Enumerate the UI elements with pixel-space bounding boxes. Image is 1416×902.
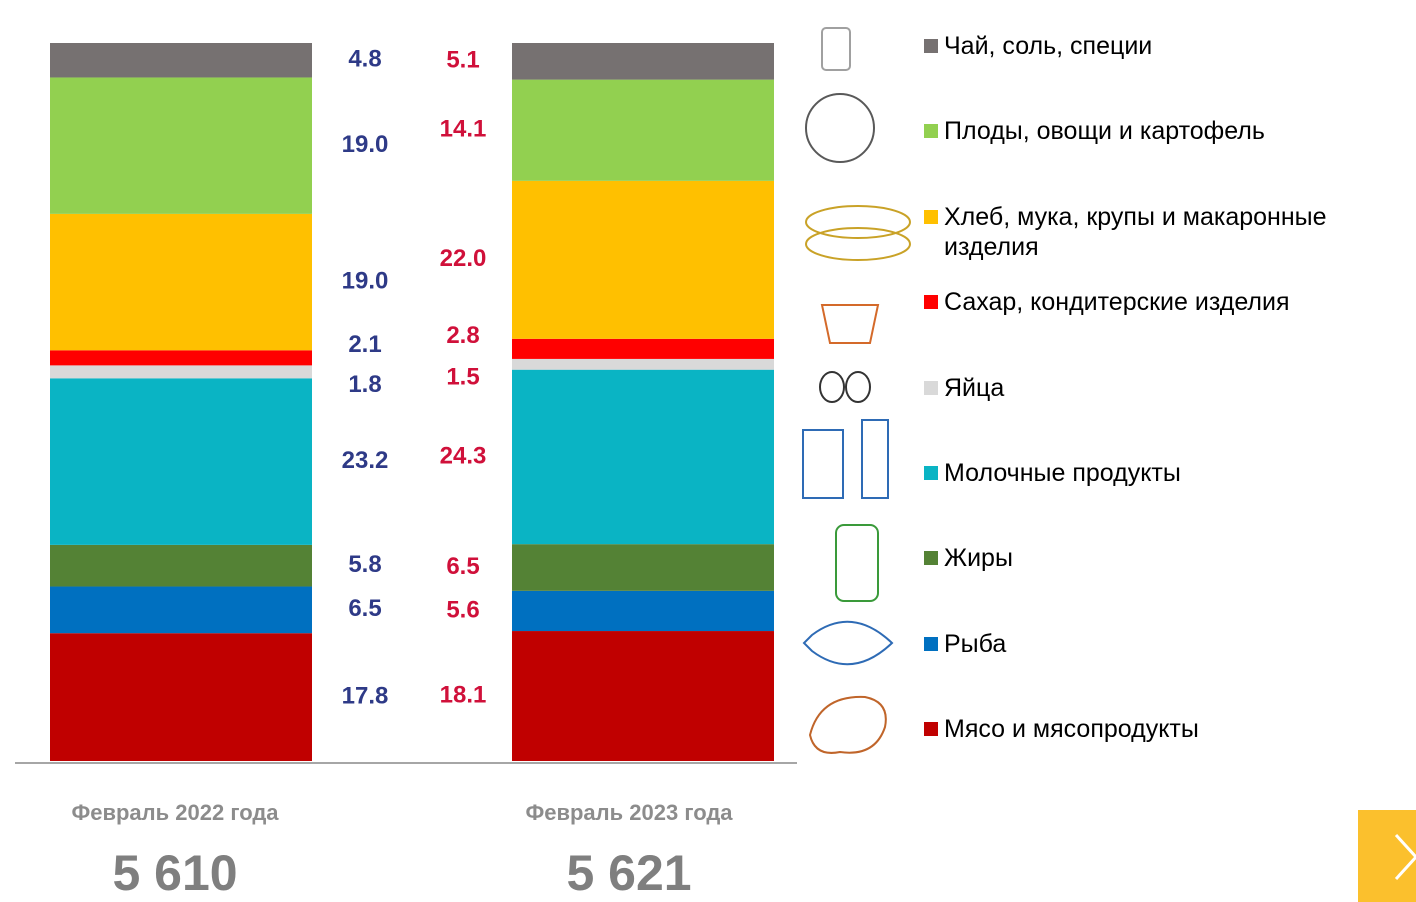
bar-segment: [50, 43, 312, 78]
value-label: 24.3: [440, 442, 487, 469]
legend-swatch: [924, 209, 938, 224]
bar-segment: [512, 631, 774, 761]
legend-label: Молочные продукты: [944, 459, 1181, 487]
bar-segment: [50, 586, 312, 634]
legend-label: Яйца: [944, 373, 1005, 402]
value-label: 2.1: [348, 331, 381, 358]
bar-segment: [512, 369, 774, 545]
legend-item: Плоды, овощи и картофель: [924, 116, 1404, 146]
icon-cake: [820, 304, 880, 344]
value-label: 4.8: [348, 46, 381, 73]
legend-item: Яйца: [924, 373, 1404, 403]
value-label: 14.1: [440, 116, 487, 143]
legend-label: Сахар, кондитерские изделия: [944, 288, 1290, 317]
value-label: 19.0: [342, 267, 389, 294]
legend-label: Хлеб, мука, крупы и макаронные изделия: [944, 202, 1327, 261]
value-label: 17.8: [342, 682, 389, 709]
legend-swatch: [924, 39, 938, 53]
legend-label: Плоды, овощи и картофель: [944, 117, 1265, 146]
legend-item: Чай, соль, специи: [924, 31, 1404, 61]
legend-swatch: [924, 380, 938, 395]
total-label: 5 621: [566, 845, 691, 901]
category-label: Февраль 2023 года: [525, 800, 733, 825]
icon-cup: [821, 27, 851, 71]
bar-segment: [512, 43, 774, 80]
value-label: 5.1: [446, 47, 479, 74]
legend-item: Рыба: [924, 629, 1404, 659]
bar-segment: [50, 378, 312, 545]
bar-segment: [50, 350, 312, 366]
value-label: 6.5: [348, 595, 381, 622]
bar-segment: [512, 544, 774, 591]
legend-item: Мясо и мясопродукты: [924, 714, 1404, 744]
legend-swatch: [924, 295, 938, 310]
legend-item: Молочные продукты: [924, 458, 1404, 488]
bar-segment: [512, 79, 774, 181]
bar-segment: [50, 633, 312, 761]
bar-segment: [50, 77, 312, 214]
value-label: 2.8: [446, 322, 479, 349]
value-label: 1.5: [446, 364, 479, 391]
legend-label: Мясо и мясопродукты: [944, 715, 1199, 744]
value-label: 18.1: [440, 681, 487, 708]
bar-segment: [50, 365, 312, 379]
legend-item: Хлеб, мука, крупы и макаронные изделия: [924, 202, 1404, 262]
legend-swatch: [924, 636, 938, 651]
icon-egg: [845, 371, 871, 403]
value-label: 22.0: [440, 245, 487, 272]
icon-milk: [802, 429, 844, 499]
value-label: 1.8: [348, 371, 381, 398]
icon-milk: [861, 419, 889, 499]
bar-segment: [50, 544, 312, 587]
bar-segment: [512, 358, 774, 370]
icon-bread: [805, 205, 911, 239]
legend-label: Рыба: [944, 629, 1007, 658]
bar-segment: [50, 213, 312, 351]
value-label: 5.6: [446, 596, 479, 623]
legend-item: Сахар, кондитерские изделия: [924, 287, 1404, 317]
total-label: 5 610: [112, 845, 237, 901]
legend-swatch: [924, 124, 938, 139]
bar-segment: [512, 180, 774, 339]
icon-egg: [819, 371, 845, 403]
legend-swatch: [924, 722, 938, 737]
legend-swatch: [924, 466, 938, 480]
icon-oil: [835, 524, 879, 602]
next-button[interactable]: [1358, 810, 1416, 902]
category-label: Февраль 2022 года: [71, 800, 279, 825]
bar-segment: [512, 590, 774, 632]
next-arrow: [1394, 833, 1416, 881]
icons: [802, 27, 911, 754]
legend-label: Жиры: [944, 544, 1013, 573]
value-label: 23.2: [342, 447, 389, 474]
legend-swatch: [924, 551, 938, 566]
legend-item: Жиры: [924, 543, 1404, 573]
icon-meat: [808, 695, 887, 754]
value-label: 6.5: [446, 553, 479, 580]
icon-fish: [802, 620, 894, 666]
bar-segment: [512, 338, 774, 359]
icon-bread: [805, 227, 911, 261]
value-label: 19.0: [342, 131, 389, 158]
legend-label: Чай, соль, специи: [944, 32, 1153, 60]
icon-fruit: [805, 93, 875, 163]
value-label: 5.8: [348, 551, 381, 578]
